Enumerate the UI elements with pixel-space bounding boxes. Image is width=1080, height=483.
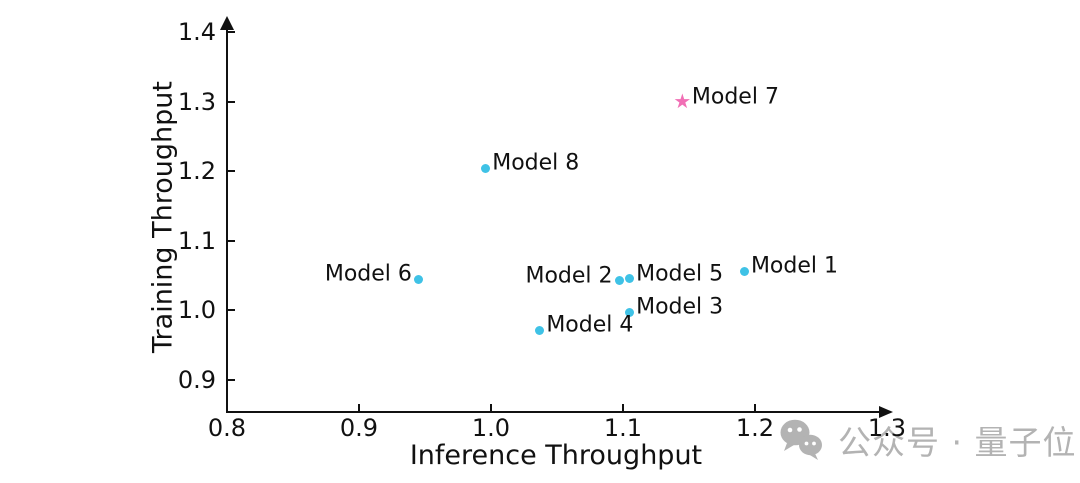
data-point-label: Model 8 (492, 150, 580, 176)
y-tick-label: 1.0 (177, 296, 216, 324)
data-point-dot (481, 163, 491, 173)
data-point-dot (614, 276, 624, 286)
x-axis-line (226, 410, 880, 413)
data-point-star: ★ (673, 89, 692, 114)
x-tick-label: 1.2 (735, 414, 775, 442)
data-point-label: Model 7 (691, 84, 779, 110)
data-point-dot (535, 325, 545, 335)
wechat-icon (780, 419, 822, 460)
y-tick-label: 1.4 (177, 18, 216, 46)
y-axis-arrow-icon (220, 16, 234, 30)
data-point-dot (625, 274, 635, 284)
x-tick (490, 404, 492, 411)
y-tick (228, 31, 235, 33)
x-tick-label: 0.9 (339, 414, 379, 442)
y-tick-label: 1.1 (177, 226, 216, 255)
y-tick-label: 1.2 (177, 157, 216, 185)
watermark-text: 公众号 · 量子位 (838, 423, 1077, 462)
y-tick (228, 170, 235, 172)
y-tick-label: 1.3 (177, 87, 216, 116)
y-tick (228, 239, 235, 242)
watermark: 公众号 · 量子位 (779, 416, 1076, 464)
data-point-label: Model 5 (636, 261, 724, 287)
x-axis-title: Inference Throughput (409, 440, 703, 471)
data-point-dot (625, 307, 635, 317)
x-tick-label: 0.8 (207, 414, 247, 442)
y-axis-title: Training Throughput (147, 81, 179, 353)
x-axis-arrow-icon (879, 405, 893, 418)
x-tick (622, 404, 624, 411)
x-tick (358, 404, 360, 411)
x-tick (754, 404, 756, 411)
data-point-dot (413, 274, 423, 284)
y-tick (228, 309, 235, 311)
y-tick (228, 378, 235, 381)
data-point-label: Model 4 (546, 312, 634, 338)
data-point-label: Model 6 (324, 261, 412, 287)
y-tick-label: 0.9 (177, 365, 216, 394)
y-tick (228, 100, 235, 103)
x-tick-label: 1.0 (471, 414, 511, 442)
data-point-dot (739, 266, 749, 276)
x-tick-label: 1.3 (867, 414, 907, 442)
data-point-label: Model 1 (750, 253, 838, 279)
data-point-label: Model 2 (525, 263, 613, 289)
x-tick-label: 1.1 (603, 414, 643, 442)
y-axis-line (226, 25, 228, 413)
data-point-label: Model 3 (636, 294, 724, 320)
